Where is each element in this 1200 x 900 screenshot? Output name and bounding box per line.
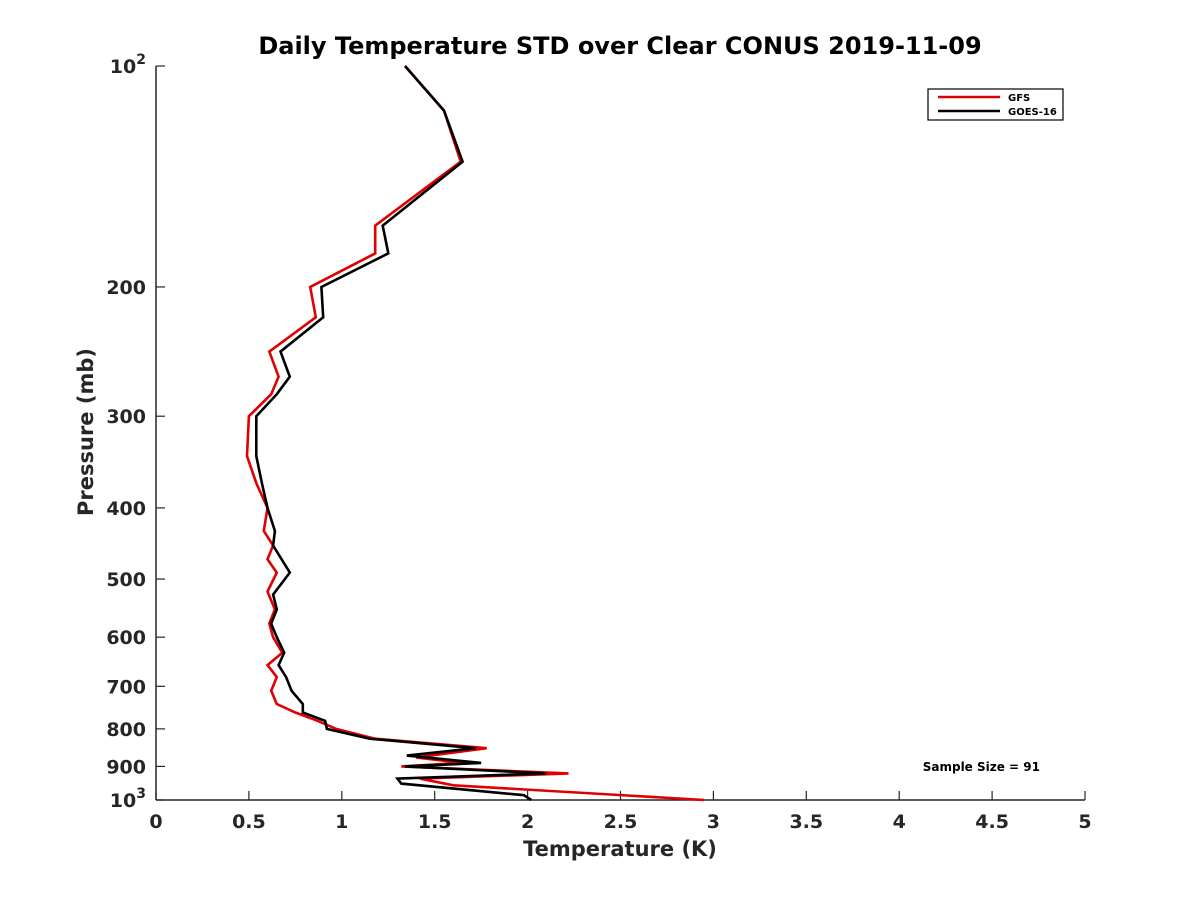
x-tick-label: 1 [335, 811, 348, 833]
legend-box [927, 88, 1064, 121]
plot-area: 0 0.5 1 1.5 2 2.5 3 3.5 4 4.5 5 102 200 300 400 500 600 7… [106, 52, 1091, 833]
y-tick-label: 800 [106, 719, 146, 741]
x-tick-label: 4 [893, 811, 906, 833]
x-tick-label: 0.5 [232, 811, 266, 833]
x-tick-label: 2.5 [604, 811, 638, 833]
x-tick-label: 1.5 [418, 811, 452, 833]
legend-label: GOES-16 [1008, 107, 1057, 118]
x-tick-label: 4.5 [975, 811, 1009, 833]
y-tick-label: 900 [106, 756, 146, 778]
x-tick-label: 3 [707, 811, 720, 833]
y-tick-label: 102 [110, 52, 146, 78]
series-line-gfs [245, 65, 705, 802]
y-tick-label: 600 [106, 627, 146, 649]
x-tick-label: 0 [149, 811, 162, 833]
sample-size-annotation: Sample Size = 91 [923, 760, 1040, 774]
legend: GFS GOES-16 [927, 88, 1064, 121]
y-axis-label: Pressure (mb) [74, 348, 98, 516]
y-tick-label: 200 [106, 277, 146, 299]
y-tick-label: 400 [106, 498, 146, 520]
series-line-goes-16 [254, 65, 547, 802]
legend-label: GFS [1008, 93, 1030, 104]
chart-title: Daily Temperature STD over Clear CONUS 2… [258, 32, 981, 60]
y-tick-label: 700 [106, 676, 146, 698]
x-tick-label: 3.5 [789, 811, 823, 833]
y-tick-label: 300 [106, 406, 146, 428]
x-tick-label: 5 [1078, 811, 1091, 833]
x-axis-label: Temperature (K) [523, 837, 717, 861]
y-tick-label: 103 [110, 786, 146, 812]
x-tick-label: 2 [521, 811, 534, 833]
y-tick-label: 500 [106, 569, 146, 591]
